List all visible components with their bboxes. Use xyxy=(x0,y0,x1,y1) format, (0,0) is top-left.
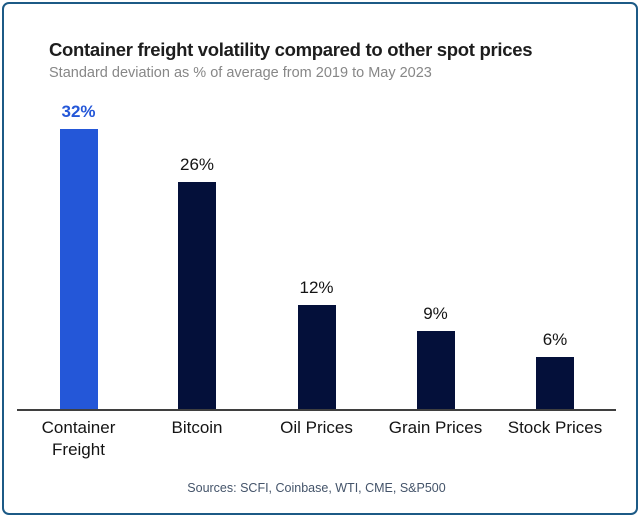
value-label-stock-prices: 6% xyxy=(542,330,568,349)
category-label-stock-prices: Stock Prices xyxy=(507,418,603,437)
value-label-grain-prices: 9% xyxy=(423,304,448,323)
category-label-oil-prices: Oil Prices xyxy=(280,418,353,437)
x-axis-line xyxy=(17,409,616,411)
bar-group-stock-prices: 6% xyxy=(490,94,620,410)
bar-group-oil-prices: 12% xyxy=(252,94,382,410)
source-note: Sources: SCFI, Coinbase, WTI, CME, S&P50… xyxy=(187,481,446,495)
bar-grain-prices xyxy=(416,331,455,410)
bar-group-container-freight: 32% xyxy=(14,94,144,410)
value-label-oil-prices: 12% xyxy=(299,278,334,297)
bar-group-grain-prices: 9% xyxy=(371,94,501,410)
bar-container-freight xyxy=(59,129,98,410)
bar-stock-prices xyxy=(536,357,574,410)
category-label-container-freight: Container Freight xyxy=(41,418,116,459)
category-label-grain-prices: Grain Prices xyxy=(388,418,483,437)
bar-chart: 32% 26% 12% 9% 6% xyxy=(17,94,616,410)
value-label-bitcoin: 26% xyxy=(179,155,215,174)
category-label-bitcoin: Bitcoin xyxy=(171,418,223,437)
category-labels: Container Freight Bitcoin Oil Prices Grain … xyxy=(17,417,616,469)
chart-title: Container freight volatility compared to… xyxy=(49,39,533,60)
chart-subtitle: Standard deviation as % of average from … xyxy=(49,65,432,81)
bar-oil-prices xyxy=(297,305,336,410)
value-label-container-freight: 32% xyxy=(61,102,96,121)
bar-bitcoin xyxy=(178,182,216,410)
bar-group-bitcoin: 26% xyxy=(132,94,262,410)
